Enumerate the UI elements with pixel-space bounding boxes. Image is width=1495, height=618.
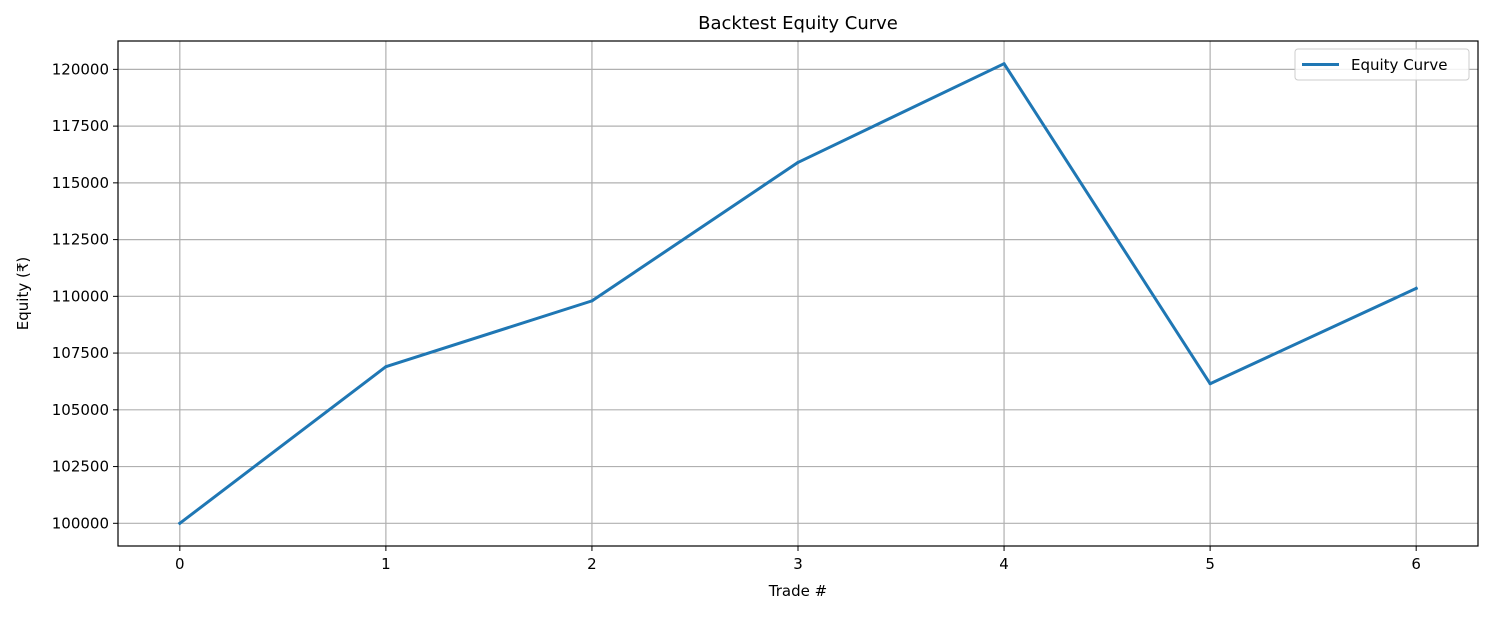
y-tick-label: 107500 xyxy=(52,344,109,362)
x-tick-label: 4 xyxy=(999,555,1009,573)
x-tick-label: 5 xyxy=(1205,555,1215,573)
y-tick-label: 112500 xyxy=(52,231,109,249)
equity-point xyxy=(1002,62,1006,66)
equity-point xyxy=(1414,286,1418,290)
x-tick-label: 0 xyxy=(175,555,185,573)
legend-box xyxy=(1294,48,1470,81)
y-axis-title: Equity (₹) xyxy=(14,257,32,330)
equity-point xyxy=(178,521,182,525)
y-tick-label: 115000 xyxy=(52,174,109,192)
legend-label: Equity Curve xyxy=(1351,56,1447,74)
equity-point xyxy=(590,299,594,303)
legend: Equity Curve xyxy=(1294,48,1470,81)
x-tick-label: 1 xyxy=(381,555,391,573)
y-tick-label: 100000 xyxy=(52,514,109,532)
grid-layer xyxy=(118,41,1478,546)
y-tick-label: 105000 xyxy=(52,401,109,419)
equity-point xyxy=(1208,382,1212,386)
y-tick-label: 110000 xyxy=(52,287,109,305)
equity-point xyxy=(796,160,800,164)
x-tick-label: 6 xyxy=(1411,555,1421,573)
series-layer xyxy=(177,62,1419,526)
chart-title: Backtest Equity Curve xyxy=(698,13,898,34)
x-tick-label: 2 xyxy=(587,555,597,573)
y-tick-label: 120000 xyxy=(52,60,109,78)
ticks-layer: 0 1 2 3 4 5 6 100000 102500 105000 107500 110000 112… xyxy=(52,60,1421,573)
y-tick-label: 117500 xyxy=(52,117,109,135)
x-axis-title: Trade # xyxy=(768,582,827,600)
x-tick-label: 3 xyxy=(793,555,803,573)
y-tick-label: 102500 xyxy=(52,458,109,476)
equity-point xyxy=(384,365,388,369)
